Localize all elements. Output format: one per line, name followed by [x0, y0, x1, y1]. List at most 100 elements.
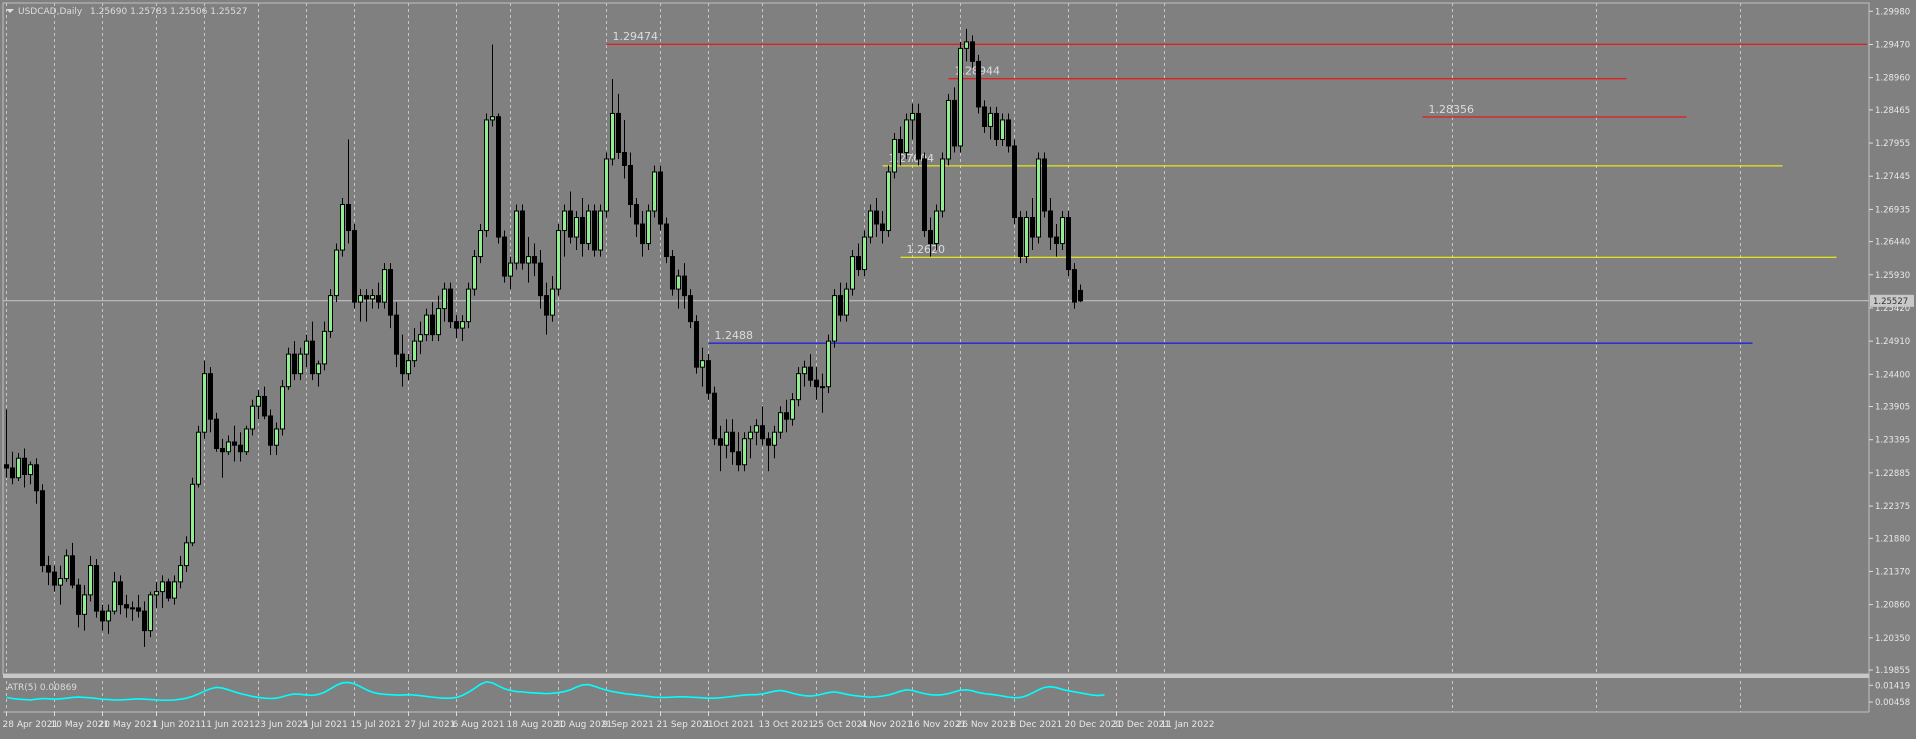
candle [430, 302, 435, 342]
candle-body-bull [1024, 217, 1029, 258]
price-tick-label: 1.26935 [1875, 205, 1910, 215]
candle-body-bear [220, 447, 225, 453]
candle-body-bear [292, 353, 297, 375]
candle-body-bear [568, 210, 573, 238]
candle [556, 224, 561, 296]
candle-body-bull [202, 373, 207, 433]
candle [436, 295, 441, 342]
candle-body-bear [712, 392, 717, 440]
candle [1060, 211, 1065, 251]
candle-body-bear [580, 217, 585, 245]
collapse-triangle-icon[interactable] [6, 9, 14, 13]
candle-body-bull [508, 262, 513, 277]
candle-body-bear [856, 256, 861, 271]
candle [124, 594, 129, 618]
candle [820, 373, 825, 413]
candle-body-bull [946, 99, 951, 160]
candle-body-bear [694, 321, 699, 368]
candle [1078, 284, 1083, 303]
candle-body-bull [418, 334, 423, 342]
candle [502, 230, 507, 283]
candle [718, 425, 723, 472]
candle [682, 263, 687, 309]
candle [292, 341, 297, 381]
candle [304, 334, 309, 368]
candle-body-bull [646, 210, 651, 245]
price-tick-label: 1.19855 [1875, 666, 1910, 676]
candle [724, 419, 729, 459]
candle-body-bull [988, 112, 993, 127]
candle [1000, 113, 1005, 146]
candle-body-bull [472, 256, 477, 290]
candle-body-bull [904, 119, 909, 153]
candle-body-bear [1006, 119, 1011, 147]
candle-body-bear [634, 204, 639, 225]
atr-tick-label: 0.00458 [1875, 698, 1910, 708]
candle-body-bear [40, 490, 45, 567]
level-label: 1.29474 [613, 30, 659, 43]
candle [1036, 152, 1041, 244]
candle [4, 409, 9, 478]
candle [376, 282, 381, 309]
candle-body-bear [1018, 217, 1023, 258]
candle [946, 93, 951, 166]
candle-body-bear [448, 288, 453, 323]
candle [604, 152, 609, 218]
candle-body-bull [1036, 158, 1041, 238]
candle-body-bull [412, 340, 417, 362]
candle-body-bull [832, 295, 837, 342]
candle-body-bull [586, 210, 591, 245]
candle-body-bear [736, 451, 741, 466]
time-tick-label: 5 Jul 2021 [303, 720, 348, 730]
candle [940, 152, 945, 218]
candle-body-bull [442, 288, 447, 310]
candle-body-bear [1054, 236, 1059, 245]
candle [340, 198, 345, 257]
candle-body-bear [70, 555, 75, 586]
candle [178, 555, 183, 589]
candle-body-bear [430, 314, 435, 336]
candle [268, 409, 273, 455]
time-tick-label: 30 Aug 2021 [555, 720, 613, 730]
candle [760, 406, 765, 446]
candle-body-bear [394, 314, 399, 355]
candle [742, 432, 747, 472]
candle [784, 399, 789, 433]
candle [1006, 113, 1011, 153]
candle [514, 204, 519, 270]
candle-body-bull [466, 288, 471, 323]
candle [58, 565, 63, 605]
candle [274, 422, 279, 455]
candle [94, 559, 99, 618]
candle [184, 536, 189, 573]
candle-body-bear [718, 438, 723, 446]
candle-body-bear [706, 360, 711, 394]
candle [418, 321, 423, 355]
candle-body-bear [1030, 217, 1035, 238]
candle [814, 367, 819, 400]
time-tick-label: 1 Jun 2021 [153, 720, 201, 730]
candle-body-bull [298, 353, 303, 375]
atr-line [6, 680, 1105, 702]
candle [256, 389, 261, 420]
candle [112, 572, 117, 615]
candle [790, 393, 795, 426]
price-tick-label: 1.20860 [1875, 601, 1910, 611]
candle-body-bull [286, 353, 291, 388]
candle [826, 334, 831, 394]
candle-body-bull [16, 457, 21, 479]
candle [862, 230, 867, 277]
candle-body-bear [1078, 289, 1083, 302]
candle-body-bear [208, 373, 213, 420]
time-tick-label: 18 Aug 2021 [507, 720, 565, 730]
candle [880, 211, 885, 244]
candle-body-bear [94, 565, 99, 612]
candle-body-bear [4, 464, 9, 469]
candle-body-bear [34, 464, 39, 492]
candle-body-bear [976, 60, 981, 108]
candle [736, 432, 741, 472]
candle-body-bear [670, 256, 675, 290]
candle [580, 198, 585, 257]
time-tick-label: 13 Oct 2021 [759, 720, 815, 730]
